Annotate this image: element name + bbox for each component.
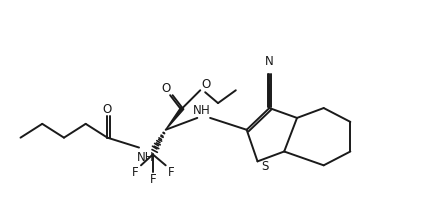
- Text: H: H: [200, 103, 209, 117]
- Text: N: N: [265, 55, 273, 68]
- Polygon shape: [165, 107, 184, 130]
- Text: F: F: [168, 166, 174, 179]
- Text: F: F: [131, 166, 138, 179]
- Text: NH: NH: [137, 151, 154, 164]
- Text: F: F: [149, 173, 156, 186]
- Text: O: O: [161, 82, 170, 95]
- Text: O: O: [102, 103, 112, 116]
- Text: O: O: [201, 78, 210, 91]
- Text: S: S: [261, 160, 268, 173]
- Text: N: N: [192, 103, 201, 117]
